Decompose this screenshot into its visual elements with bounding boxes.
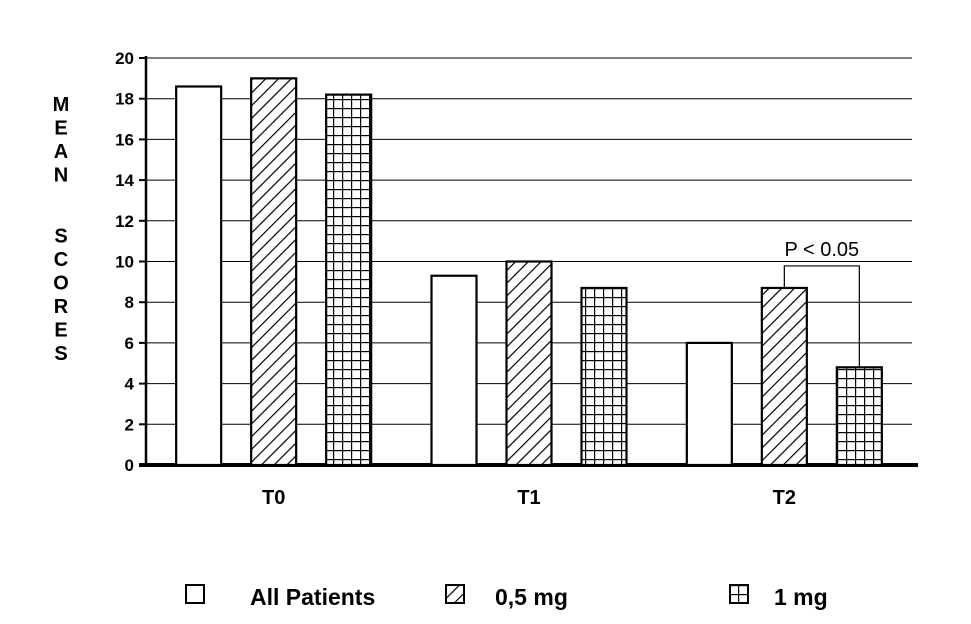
legend-label: 0,5 mg	[495, 584, 568, 610]
significance-label: P < 0.05	[784, 239, 859, 261]
legend-label: All Patients	[250, 584, 375, 610]
y-axis-label: M E A N S C O R E S	[53, 94, 70, 365]
x-tick-label: T1	[517, 487, 540, 509]
y-tick-label: 6	[125, 334, 134, 353]
bar-diagonal-hatch-t1	[505, 260, 553, 467]
y-tick-label: 16	[115, 130, 134, 149]
y-tick-label: 4	[125, 375, 135, 394]
legend: All Patients 0,5 mg 1 mg	[185, 584, 828, 610]
y-tick-label: 14	[115, 171, 134, 190]
bar-grid-hatch-t1	[580, 286, 628, 467]
y-tick-label: 2	[125, 415, 134, 434]
legend-swatch-empty	[185, 584, 205, 604]
legend-swatch-diagonal-hatch	[445, 584, 465, 604]
bar-empty-t2	[685, 341, 733, 467]
x-tick-label: T0	[262, 487, 285, 509]
y-tick-labels: 0 2 4 6 8 10 12 14 16 18 20	[115, 49, 134, 475]
y-tick-label: 18	[115, 90, 134, 109]
annotations: P < 0.05	[783, 239, 860, 368]
y-tick-label: 0	[125, 456, 134, 475]
x-tick-label: T2	[773, 487, 796, 509]
x-tick-labels: T0 T1 T2	[262, 487, 796, 509]
bar-diagonal-hatch-t2	[760, 286, 808, 467]
y-tick-label: 10	[115, 253, 134, 272]
y-tick-label: 20	[115, 49, 134, 68]
bar-empty-t1	[430, 274, 478, 467]
bar-diagonal-hatch-t0	[250, 77, 298, 467]
y-tick-label: 8	[125, 293, 134, 312]
y-tick-label: 12	[115, 212, 134, 231]
bar-empty-t0	[175, 85, 223, 467]
significance-bracket	[783, 265, 860, 368]
bar-grid-hatch-t2	[835, 366, 883, 467]
bars	[175, 77, 883, 467]
legend-label: 1 mg	[774, 584, 828, 610]
legend-swatch-grid-hatch	[729, 584, 749, 604]
bar-grid-hatch-t0	[325, 93, 373, 467]
